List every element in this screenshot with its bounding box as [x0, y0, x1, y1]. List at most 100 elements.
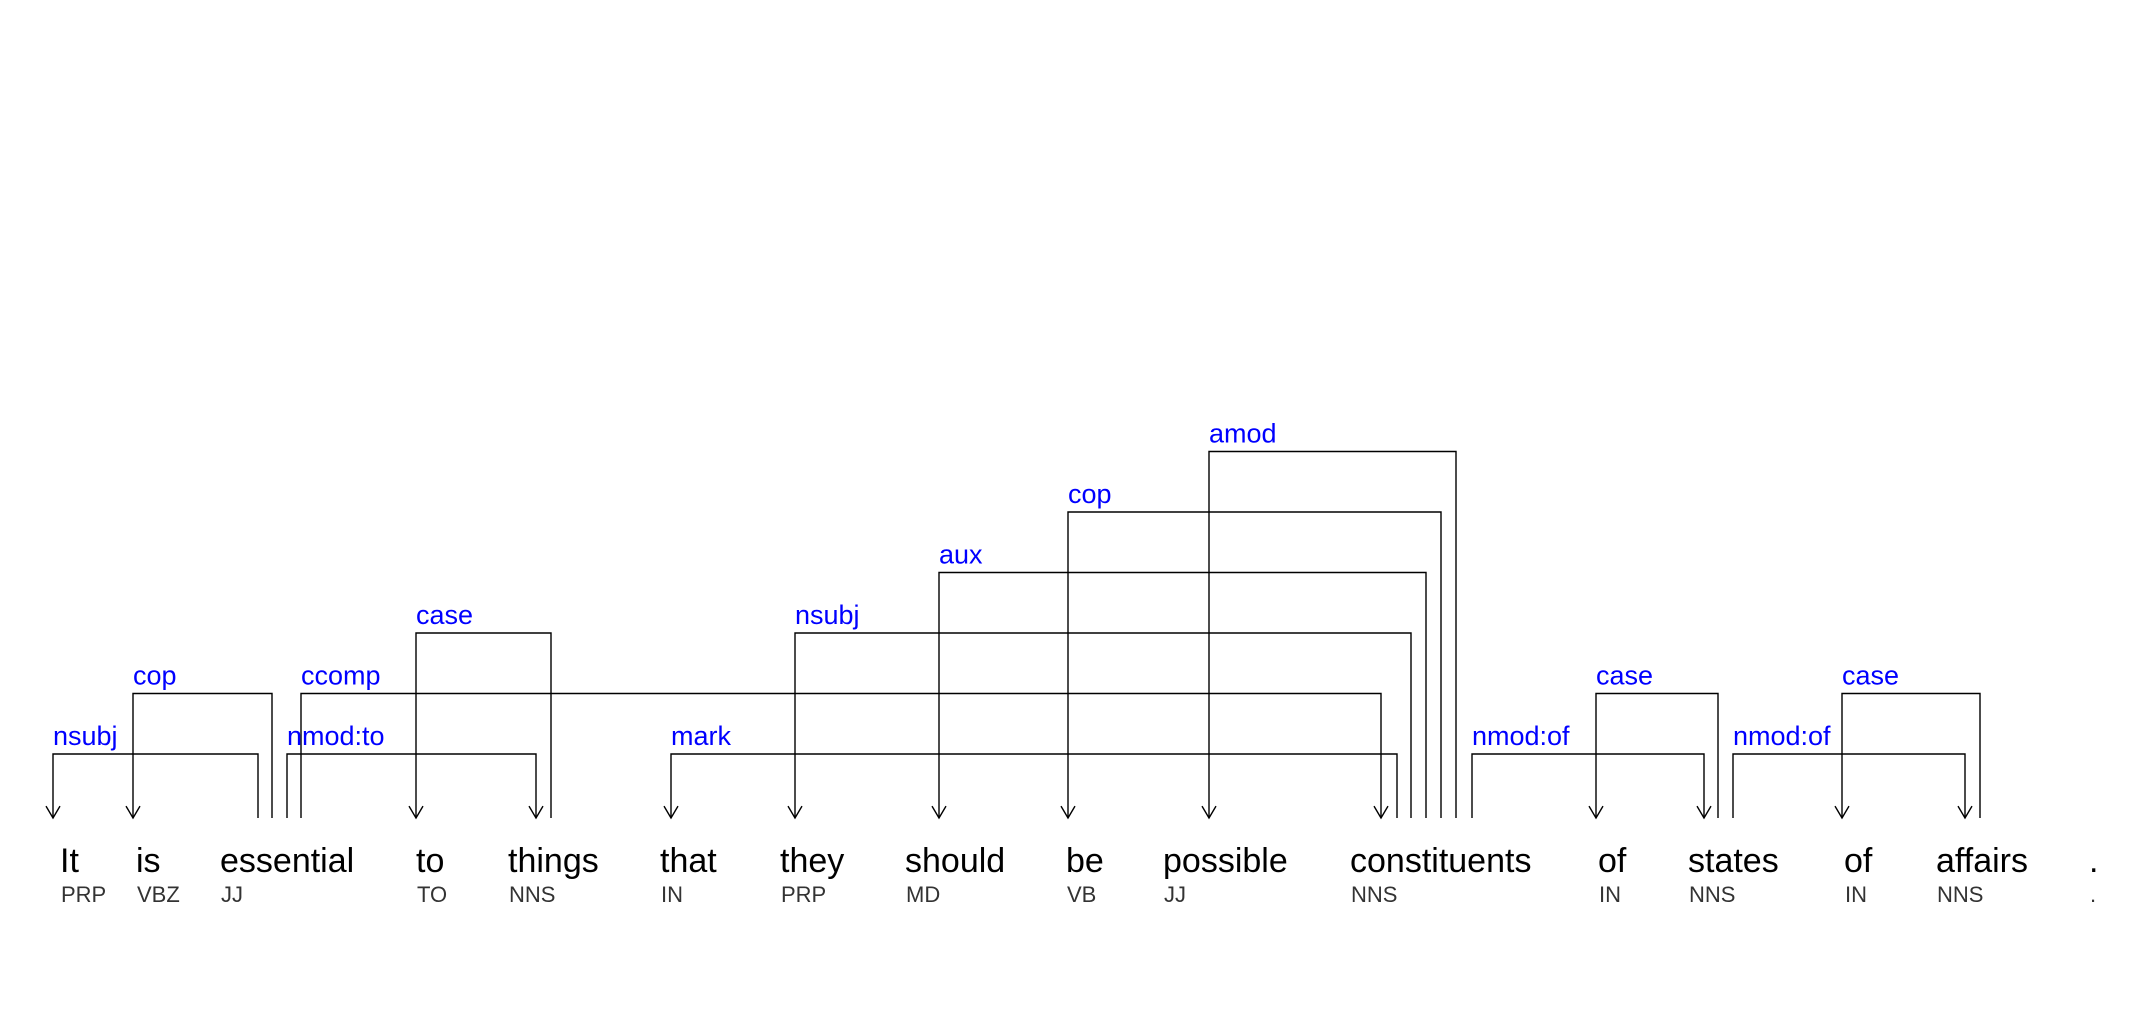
token-word: things [508, 842, 599, 880]
dependency-arc: mark [663, 721, 1398, 820]
arc-line [1067, 511, 1442, 818]
dependency-arc: nsubj [787, 600, 1412, 820]
token-word: . [2089, 842, 2098, 880]
arc-label: mark [671, 721, 731, 751]
token-word: constituents [1350, 842, 1531, 880]
arc-label: nmod:of [1733, 721, 1831, 751]
token-pos-tag: NNS [1937, 882, 1983, 907]
arc-label: nsubj [53, 721, 118, 751]
arrow-head [125, 805, 141, 820]
arrow-head [1201, 805, 1217, 820]
arc-label: ccomp [301, 661, 381, 691]
dependency-arc: cop [125, 661, 273, 820]
dependency-arc: case [1834, 661, 1981, 820]
dependency-arc: nmod:of [1471, 721, 1712, 820]
token-pos-tag: NNS [1351, 882, 1397, 907]
arcs-layer: nsubj cop ccomp nmod:to case mark nsubj aux cop a… [45, 419, 1981, 820]
arrow-head [1957, 805, 1973, 820]
arc-line [1208, 450, 1457, 818]
dependency-arc: nsubj [45, 721, 259, 820]
token-word: of [1844, 842, 1873, 880]
token-word: that [660, 842, 717, 880]
arrow-head [931, 805, 947, 820]
token-word: should [905, 842, 1005, 880]
arc-label: cop [1068, 479, 1112, 509]
arc-line [938, 571, 1427, 818]
arrow-head [45, 805, 61, 820]
arc-label: case [416, 600, 473, 630]
token-word: states [1688, 842, 1779, 880]
dependency-arc: cop [1060, 479, 1442, 820]
token-word: affairs [1936, 842, 2028, 880]
arrow-head [663, 805, 679, 820]
arrow-head [408, 805, 424, 820]
token-pos-tag: NNS [1689, 882, 1735, 907]
token-pos-tag: JJ [1164, 882, 1186, 907]
arrow-head [1834, 805, 1850, 820]
arrow-head [528, 805, 544, 820]
token-pos-tag: IN [1599, 882, 1621, 907]
dependency-arc: aux [931, 540, 1427, 820]
arc-line [1471, 753, 1705, 818]
token-pos-tag: IN [661, 882, 683, 907]
arc-line [670, 753, 1398, 818]
dependency-arc: ccomp [300, 661, 1389, 820]
token-pos-tag: VBZ [137, 882, 180, 907]
arc-label: nsubj [795, 600, 860, 630]
token-word: be [1066, 842, 1104, 880]
token-word: possible [1163, 842, 1288, 880]
arrow-head [1696, 805, 1712, 820]
token-pos-tag: NNS [509, 882, 555, 907]
token-pos-tag: TO [417, 882, 447, 907]
arrow-head [1373, 805, 1389, 820]
token-pos-tag: . [2090, 882, 2096, 907]
arc-line [132, 692, 273, 818]
arrow-head [787, 805, 803, 820]
arc-label: cop [133, 661, 177, 691]
arc-line [1595, 692, 1719, 818]
arc-label: case [1842, 661, 1899, 691]
dependency-arc: nmod:to [286, 721, 544, 820]
token-pos-tag: VB [1067, 882, 1096, 907]
arc-line [286, 753, 537, 818]
token-pos-tag: IN [1845, 882, 1867, 907]
token: .. [2089, 842, 2098, 907]
dependency-arc: case [1588, 661, 1719, 820]
token-pos-tag: PRP [781, 882, 826, 907]
arc-label: nmod:of [1472, 721, 1570, 751]
arc-line [1732, 753, 1966, 818]
dependency-arc: nmod:of [1732, 721, 1973, 820]
arc-line [52, 753, 259, 818]
dependency-arc: case [408, 600, 552, 820]
token-word: It [60, 842, 79, 880]
token-word: they [780, 842, 844, 880]
token-pos-tag: PRP [61, 882, 106, 907]
arc-line [300, 692, 1382, 818]
token-word: essential [220, 842, 354, 880]
arc-label: case [1596, 661, 1653, 691]
token-pos-tag: MD [906, 882, 940, 907]
arc-label: amod [1209, 419, 1277, 449]
token-word: of [1598, 842, 1627, 880]
arc-label: aux [939, 540, 983, 570]
arc-label: nmod:to [287, 721, 385, 751]
token-pos-tag: JJ [221, 882, 243, 907]
arrow-head [1588, 805, 1604, 820]
arc-line [794, 632, 1412, 818]
